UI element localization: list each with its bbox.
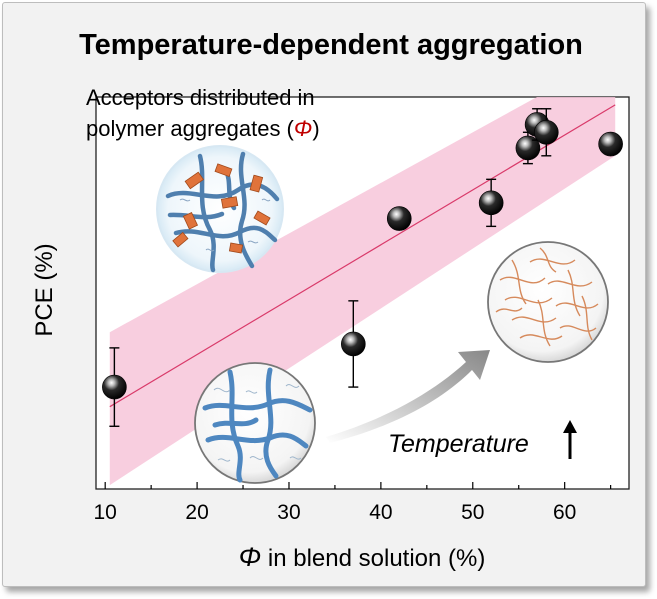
svg-text:polymer aggregates (Φ): polymer aggregates (Φ) [86,116,320,141]
x-tick-label: 30 [277,501,300,524]
chart-title: Temperature-dependent aggregation [79,29,583,61]
data-point [478,190,504,216]
x-tick-label: 50 [461,501,484,524]
data-point [386,206,412,231]
data-point [102,374,127,400]
up-arrow-icon [563,420,577,459]
inset-label-line2-suffix: ) [312,116,319,141]
data-point [598,131,623,157]
data-point [533,119,559,145]
inset-label-line1: Acceptors distributed in [86,85,315,110]
acceptor-network-illustration [156,145,284,273]
temperature-arrow [326,350,490,443]
x-tick-label: 40 [369,501,392,524]
blue-network-illustration [194,362,316,484]
data-point [515,135,541,161]
svg-text:Acceptors distributed in: Acceptors distributed in [86,85,315,110]
temperature-label: Temperature [388,430,529,458]
x-tick-label: 20 [185,501,208,524]
inset-label-line2-prefix: polymer aggregates ( [86,116,295,141]
x-tick-label: 10 [94,501,117,524]
svg-text:Φ in blend solution (%): Φ in blend solution (%) [239,542,486,572]
orange-fibril-illustration [487,241,609,363]
x-axis-label-symbol: Φ [239,542,262,572]
y-axis-label: PCE (%) [31,243,58,336]
x-axis-label-text: in blend solution (%) [261,545,485,572]
data-point [341,331,366,357]
inset-label-phi-symbol: Φ [294,116,312,141]
x-tick-label: 60 [553,501,576,524]
